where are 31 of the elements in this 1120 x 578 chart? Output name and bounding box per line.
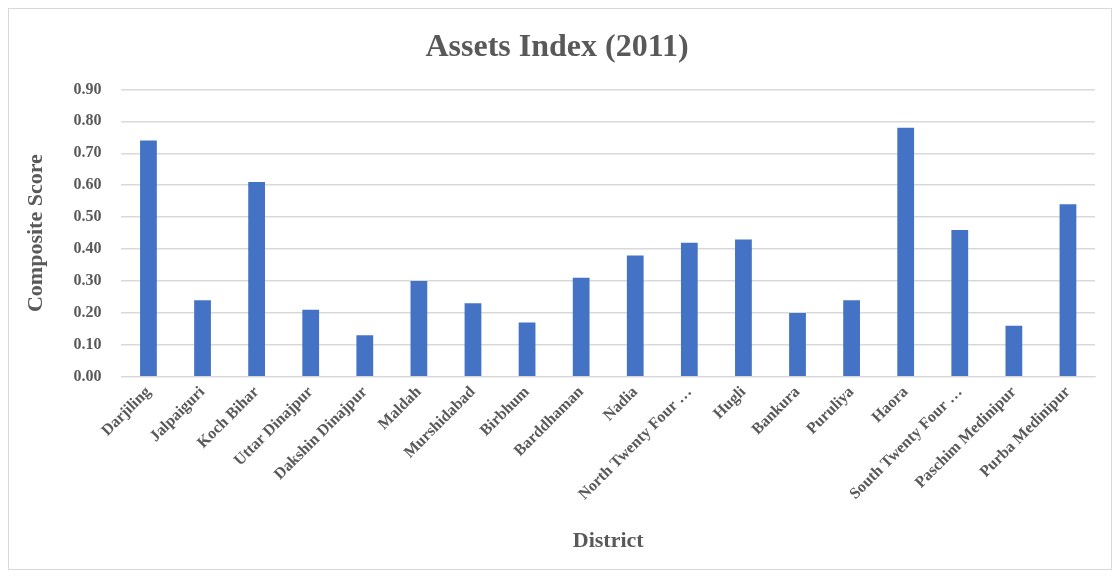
y-tick-label: 0.80 xyxy=(73,111,102,129)
bar xyxy=(789,312,806,377)
bar xyxy=(843,300,860,377)
bar xyxy=(356,335,374,377)
bar xyxy=(194,300,211,377)
bar xyxy=(410,281,428,377)
bar xyxy=(302,309,320,377)
bar xyxy=(1059,204,1077,377)
y-tick-label: 0.50 xyxy=(73,207,102,225)
y-tick-label: 0.60 xyxy=(73,175,102,193)
y-tick-label: 0.70 xyxy=(73,143,102,161)
y-tick-label: 0.30 xyxy=(73,271,102,289)
bar xyxy=(951,229,969,377)
y-tick-label: 0.40 xyxy=(73,239,102,257)
bar xyxy=(735,239,752,377)
bar xyxy=(140,140,157,377)
bar xyxy=(626,255,644,377)
bar xyxy=(1005,325,1023,377)
y-axis-title: Composite Score xyxy=(21,153,47,313)
y-tick-label: 0.20 xyxy=(73,303,102,321)
bar xyxy=(680,242,698,377)
x-axis-title: District xyxy=(572,527,645,553)
bar xyxy=(518,322,536,377)
y-tick-label: 0.90 xyxy=(73,79,102,97)
bar xyxy=(897,127,915,377)
bar xyxy=(572,277,590,377)
y-tick-label: 0.10 xyxy=(73,335,102,353)
y-tick-label: 0.00 xyxy=(73,366,102,384)
bar xyxy=(248,182,266,377)
chart-title: Assets Index (2011) xyxy=(425,27,689,64)
bar xyxy=(464,303,482,377)
